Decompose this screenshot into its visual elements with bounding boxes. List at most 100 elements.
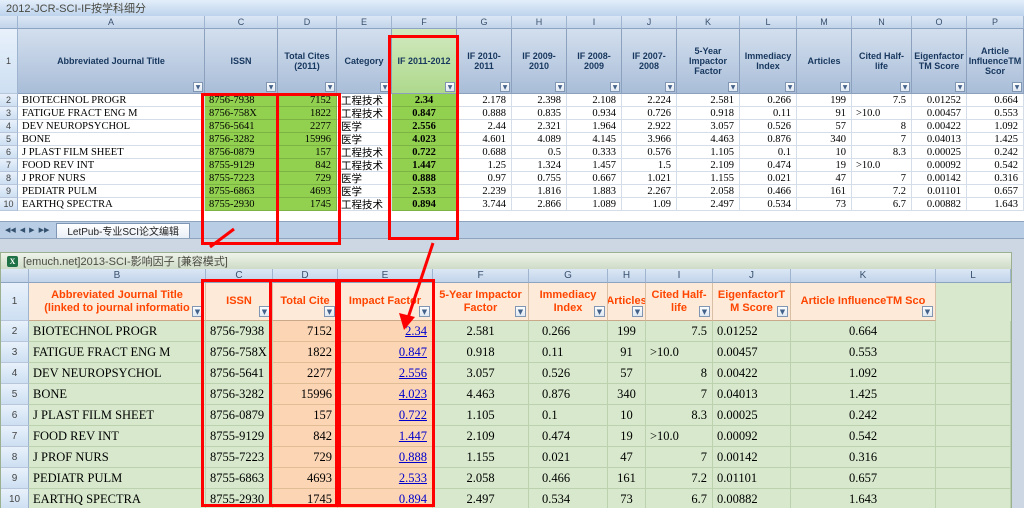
table-cell[interactable]: 1745 (278, 198, 337, 211)
table-cell[interactable]: 19 (797, 159, 852, 172)
table-cell[interactable]: 0.657 (791, 468, 936, 489)
table-cell[interactable]: FOOD REV INT (18, 159, 205, 172)
table-cell[interactable]: 0.474 (740, 159, 797, 172)
column-letter-L[interactable]: L (740, 16, 797, 29)
table-cell[interactable]: J PROF NURS (18, 172, 205, 185)
table-cell[interactable]: 0.266 (529, 321, 608, 342)
table-cell[interactable]: BONE (18, 133, 205, 146)
table-cell[interactable]: 8756-5641 (205, 120, 278, 133)
table-cell[interactable]: 0.664 (967, 94, 1024, 107)
table-cell[interactable]: 0.688 (457, 146, 512, 159)
table-cell[interactable]: 0.00882 (713, 489, 791, 508)
table-cell[interactable]: 1745 (273, 489, 338, 508)
column-letter-E[interactable]: E (337, 16, 392, 29)
table-cell[interactable]: 199 (797, 94, 852, 107)
table-cell[interactable]: 8755-9129 (205, 159, 278, 172)
table-cell[interactable]: 2.533 (338, 468, 433, 489)
autofilter-dropdown-icon[interactable]: ▼ (699, 306, 710, 317)
table-cell[interactable]: 0.534 (529, 489, 608, 508)
autofilter-dropdown-icon[interactable]: ▼ (259, 306, 270, 317)
autofilter-dropdown-icon[interactable]: ▼ (419, 306, 430, 317)
table-cell[interactable] (936, 384, 1011, 405)
table-cell[interactable]: 2.109 (677, 159, 740, 172)
table-cell[interactable]: 0.847 (392, 107, 457, 120)
table-cell[interactable]: 0.726 (622, 107, 677, 120)
autofilter-dropdown-icon[interactable]: ▼ (955, 82, 965, 92)
table-cell[interactable]: 161 (797, 185, 852, 198)
column-header[interactable]: IF 2011-2012 ▼ (392, 29, 457, 94)
table-cell[interactable]: 1.447 (338, 426, 433, 447)
table-cell[interactable]: 医学 (337, 120, 392, 133)
table-cell[interactable]: 8756-758X (206, 342, 273, 363)
table-cell[interactable]: 0.266 (740, 94, 797, 107)
autofilter-dropdown-icon[interactable]: ▼ (192, 306, 203, 317)
table-cell[interactable]: 47 (797, 172, 852, 185)
sheet-nav-last-icon[interactable]: ▶▶ (38, 226, 50, 234)
column-letter-G[interactable]: G (529, 269, 608, 283)
table-cell[interactable]: 1.09 (622, 198, 677, 211)
table-cell[interactable]: 1.155 (433, 447, 529, 468)
table-cell[interactable]: J PROF NURS (29, 447, 206, 468)
table-cell[interactable]: 8756-7938 (205, 94, 278, 107)
row-header-4[interactable]: 4 (0, 120, 18, 133)
row-header-1[interactable]: 1 (1, 283, 29, 321)
table-cell[interactable]: 0.021 (529, 447, 608, 468)
column-header[interactable]: IF 2010-2011 ▼ (457, 29, 512, 94)
table-cell[interactable]: 0.1 (740, 146, 797, 159)
row-header-5[interactable]: 5 (1, 384, 29, 405)
table-cell[interactable]: 8756-0879 (206, 405, 273, 426)
table-cell[interactable]: 2.108 (567, 94, 622, 107)
table-cell[interactable]: 3.057 (433, 363, 529, 384)
table-cell[interactable]: 8.3 (646, 405, 713, 426)
row-header-6[interactable]: 6 (0, 146, 18, 159)
table-cell[interactable]: 2.109 (433, 426, 529, 447)
column-header[interactable]: Article InfluenceTM Sco ▼ (791, 283, 936, 321)
autofilter-dropdown-icon[interactable]: ▼ (900, 82, 910, 92)
table-cell[interactable]: 199 (608, 321, 646, 342)
autofilter-dropdown-icon[interactable]: ▼ (515, 306, 526, 317)
table-cell[interactable]: 0.526 (740, 120, 797, 133)
table-cell[interactable]: 工程技术 (337, 107, 392, 120)
row-header-2[interactable]: 2 (0, 94, 18, 107)
table-cell[interactable]: 2.581 (677, 94, 740, 107)
table-cell[interactable]: 3.057 (677, 120, 740, 133)
column-letter-D[interactable]: D (273, 269, 338, 283)
table-cell[interactable]: 0.333 (567, 146, 622, 159)
table-cell[interactable]: 8.3 (852, 146, 912, 159)
table-cell[interactable]: 4.601 (457, 133, 512, 146)
table-cell[interactable]: 0.01101 (713, 468, 791, 489)
table-cell[interactable]: 57 (797, 120, 852, 133)
table-cell[interactable]: 0.835 (512, 107, 567, 120)
autofilter-dropdown-icon[interactable]: ▼ (785, 82, 795, 92)
table-cell[interactable]: 0.01252 (713, 321, 791, 342)
column-letter-D[interactable]: D (278, 16, 337, 29)
column-header[interactable]: ISSN ▼ (206, 283, 273, 321)
table-cell[interactable]: 1.643 (791, 489, 936, 508)
table-cell[interactable]: 2.178 (457, 94, 512, 107)
column-header[interactable]: Articles ▼ (608, 283, 646, 321)
table-cell[interactable]: 工程技术 (337, 159, 392, 172)
column-header[interactable]: Total Cites (2011) ▼ (278, 29, 337, 94)
column-letter-I[interactable]: I (646, 269, 713, 283)
row-header-8[interactable]: 8 (0, 172, 18, 185)
table-cell[interactable]: 0.00142 (912, 172, 967, 185)
autofilter-dropdown-icon[interactable]: ▼ (777, 306, 788, 317)
table-cell[interactable]: 0.00142 (713, 447, 791, 468)
table-cell[interactable]: 157 (278, 146, 337, 159)
table-cell[interactable]: 2.44 (457, 120, 512, 133)
table-cell[interactable] (936, 468, 1011, 489)
table-cell[interactable]: 0.01101 (912, 185, 967, 198)
row-header-7[interactable]: 7 (0, 159, 18, 172)
column-letter-J[interactable]: J (713, 269, 791, 283)
table-cell[interactable]: 0.722 (338, 405, 433, 426)
table-cell[interactable]: PEDIATR PULM (29, 468, 206, 489)
table-cell[interactable]: 0.00457 (912, 107, 967, 120)
autofilter-dropdown-icon[interactable]: ▼ (922, 306, 933, 317)
column-letter-C[interactable]: C (206, 269, 273, 283)
table-cell[interactable]: 1.092 (791, 363, 936, 384)
table-cell[interactable]: 0.526 (529, 363, 608, 384)
table-cell[interactable]: 15996 (278, 133, 337, 146)
column-letter-J[interactable]: J (622, 16, 677, 29)
table-cell[interactable]: 0.542 (967, 159, 1024, 172)
row-header-2[interactable]: 2 (1, 321, 29, 342)
